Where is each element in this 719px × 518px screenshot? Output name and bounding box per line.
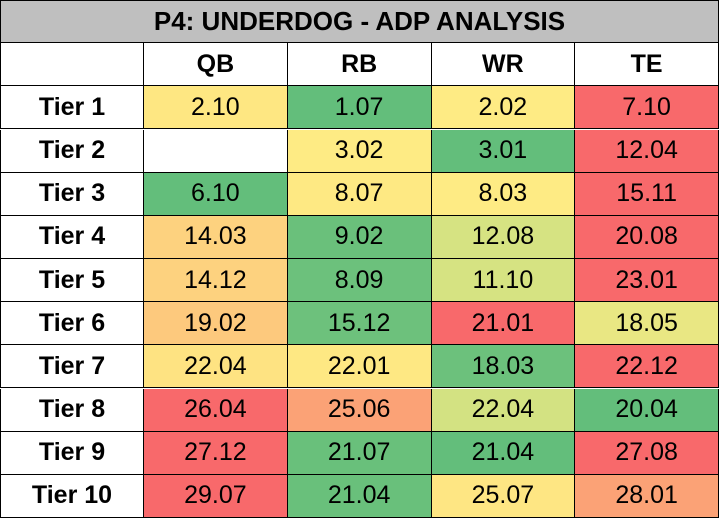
adp-cell: 26.04 [144, 388, 288, 432]
adp-cell: 15.11 [575, 172, 719, 216]
adp-cell: 22.01 [287, 345, 432, 389]
adp-cell: 8.09 [287, 259, 432, 303]
column-header: TE [575, 43, 719, 87]
adp-cell: 19.02 [144, 302, 288, 346]
adp-cell: 14.03 [144, 215, 288, 259]
adp-cell: 27.12 [144, 431, 288, 475]
row-header: Tier 7 [0, 345, 144, 389]
column-header: QB [144, 43, 288, 87]
adp-cell: 22.04 [431, 388, 576, 432]
column-header: WR [431, 43, 576, 87]
adp-cell: 21.04 [287, 474, 432, 518]
adp-cell: 21.07 [287, 431, 432, 475]
row-header: Tier 4 [0, 215, 144, 259]
adp-cell: 28.01 [575, 474, 719, 518]
row-header: Tier 10 [0, 474, 144, 518]
adp-cell: 8.03 [431, 172, 576, 216]
adp-cell: 12.08 [431, 215, 576, 259]
adp-cell: 6.10 [144, 172, 288, 216]
row-header: Tier 8 [0, 388, 144, 432]
adp-cell: 8.07 [287, 172, 432, 216]
column-header: RB [287, 43, 432, 87]
adp-cell: 18.03 [431, 345, 576, 389]
row-header: Tier 6 [0, 302, 144, 346]
adp-cell: 3.01 [431, 129, 576, 173]
corner-cell [0, 43, 144, 87]
row-header: Tier 1 [0, 86, 144, 130]
adp-cell: 20.04 [575, 388, 719, 432]
adp-cell: 25.07 [431, 474, 576, 518]
adp-cell: 23.01 [575, 259, 719, 303]
adp-cell: 21.01 [431, 302, 576, 346]
title-bar: P4: UNDERDOG - ADP ANALYSIS [0, 0, 719, 44]
adp-cell: 29.07 [144, 474, 288, 518]
adp-cell: 2.02 [431, 86, 576, 130]
adp-cell: 7.10 [575, 86, 719, 130]
adp-cell: 27.08 [575, 431, 719, 475]
adp-cell: 22.04 [144, 345, 288, 389]
adp-cell: 1.07 [287, 86, 432, 130]
adp-cell: 18.05 [575, 302, 719, 346]
row-header: Tier 2 [0, 129, 144, 173]
adp-cell: 3.02 [287, 129, 432, 173]
adp-cell: 12.04 [575, 129, 719, 173]
adp-cell: 21.04 [431, 431, 576, 475]
adp-cell: 15.12 [287, 302, 432, 346]
adp-cell: 14.12 [144, 259, 288, 303]
adp-cell: 2.10 [144, 86, 288, 130]
adp-cell: 22.12 [575, 345, 719, 389]
adp-cell: 11.10 [431, 259, 576, 303]
adp-cell: 9.02 [287, 215, 432, 259]
row-header: Tier 5 [0, 259, 144, 303]
adp-cell [144, 129, 288, 173]
adp-cell: 25.06 [287, 388, 432, 432]
row-header: Tier 9 [0, 431, 144, 475]
row-header: Tier 3 [0, 172, 144, 216]
adp-cell: 20.08 [575, 215, 719, 259]
